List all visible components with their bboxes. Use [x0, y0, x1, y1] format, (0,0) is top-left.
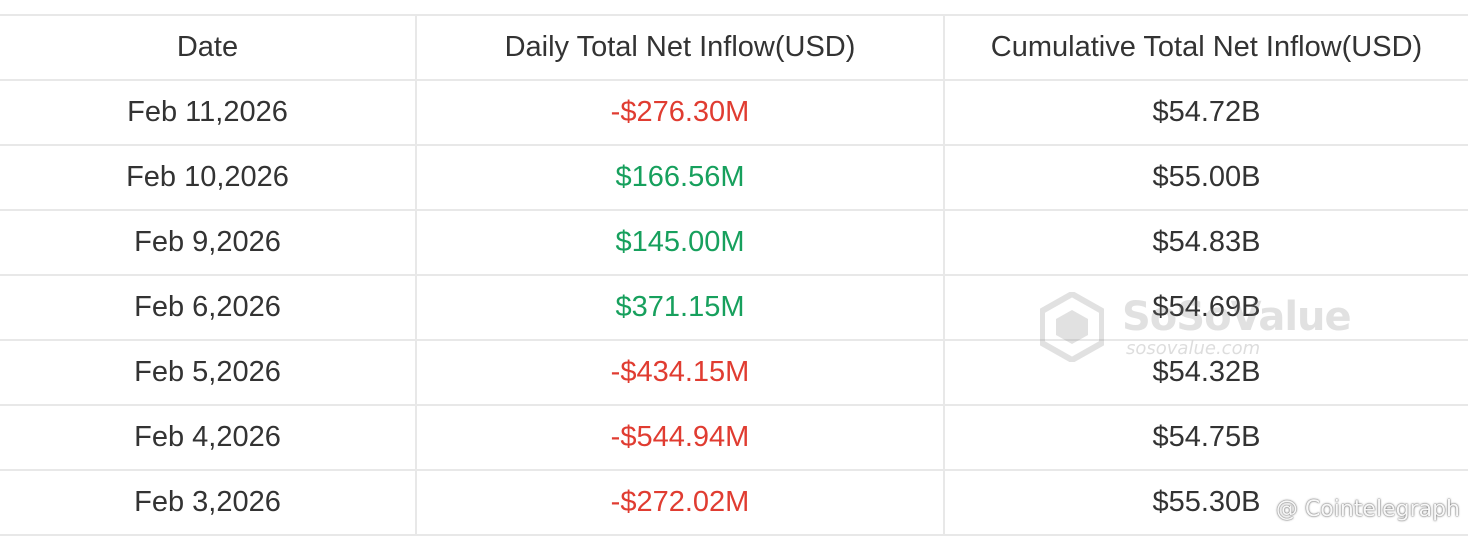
row-date: Feb 6,2026: [0, 274, 416, 341]
row-date: Feb 10,2026: [0, 144, 416, 211]
row-daily-net-inflow: $371.15M: [415, 274, 944, 341]
row-cumulative-net-inflow: $54.72B: [943, 79, 1468, 146]
row-date: Feb 11,2026: [0, 79, 416, 146]
table-row: Feb 10,2026 $166.56M $55.00B: [0, 144, 1468, 211]
table-row: Feb 4,2026 -$544.94M $54.75B: [0, 404, 1468, 471]
row-date: Feb 9,2026: [0, 209, 416, 276]
net-inflow-table: Date Daily Total Net Inflow(USD) Cumulat…: [0, 14, 1468, 536]
row-daily-net-inflow: -$544.94M: [415, 404, 944, 471]
header-cumulative-net-inflow: Cumulative Total Net Inflow(USD): [943, 14, 1468, 81]
row-daily-net-inflow: $166.56M: [415, 144, 944, 211]
row-cumulative-net-inflow: $54.69B: [943, 274, 1468, 341]
row-cumulative-net-inflow: $55.00B: [943, 144, 1468, 211]
table-row: Feb 6,2026 $371.15M $54.69B: [0, 274, 1468, 341]
table-row: Feb 3,2026 -$272.02M $55.30B: [0, 469, 1468, 536]
row-date: Feb 5,2026: [0, 339, 416, 406]
table-body: Feb 11,2026 -$276.30M $54.72B Feb 10,2026 $1…: [0, 79, 1468, 536]
row-cumulative-net-inflow: $54.32B: [943, 339, 1468, 406]
row-cumulative-net-inflow: $54.83B: [943, 209, 1468, 276]
row-cumulative-net-inflow: $55.30B: [943, 469, 1468, 536]
table-row: Feb 9,2026 $145.00M $54.83B: [0, 209, 1468, 276]
table-row: Feb 11,2026 -$276.30M $54.72B: [0, 79, 1468, 146]
table-header-row: Date Daily Total Net Inflow(USD) Cumulat…: [0, 14, 1468, 81]
row-daily-net-inflow: -$276.30M: [415, 79, 944, 146]
row-daily-net-inflow: $145.00M: [415, 209, 944, 276]
table-row: Feb 5,2026 -$434.15M $54.32B: [0, 339, 1468, 406]
row-date: Feb 3,2026: [0, 469, 416, 536]
header-date: Date: [0, 14, 416, 81]
row-cumulative-net-inflow: $54.75B: [943, 404, 1468, 471]
header-daily-net-inflow: Daily Total Net Inflow(USD): [415, 14, 944, 81]
row-date: Feb 4,2026: [0, 404, 416, 471]
row-daily-net-inflow: -$434.15M: [415, 339, 944, 406]
row-daily-net-inflow: -$272.02M: [415, 469, 944, 536]
